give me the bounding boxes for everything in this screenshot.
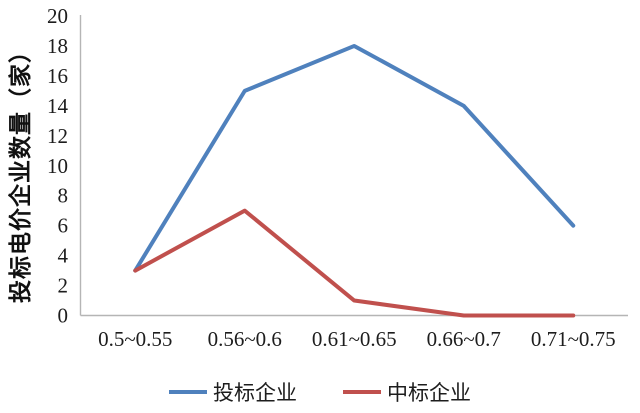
y-tick-label: 10 — [47, 154, 68, 178]
y-tick-label: 16 — [47, 64, 68, 88]
y-axis-title: 投标电价企业数量（家） — [8, 39, 33, 303]
legend-swatch-red-line — [343, 390, 381, 394]
legend-label-winning: 中标企业 — [387, 381, 471, 405]
x-tick-label: 0.61~0.65 — [312, 327, 397, 351]
legend-swatch-blue-line — [169, 390, 207, 394]
y-tick-label: 8 — [58, 184, 69, 208]
series-line-1 — [133, 208, 576, 318]
y-tick-label: 6 — [58, 214, 69, 238]
y-tick-label: 0 — [58, 304, 69, 328]
y-tick-label: 20 — [47, 4, 68, 28]
chart-legend: 投标企业 中标企业 — [0, 377, 640, 407]
y-tick-label: 14 — [47, 94, 69, 118]
y-tick-label: 4 — [58, 244, 69, 268]
x-tick-label: 0.71~0.75 — [531, 327, 616, 351]
legend-item-bidding: 投标企业 — [169, 377, 297, 407]
legend-item-winning: 中标企业 — [343, 377, 471, 407]
line-chart: 0 2 4 6 8 10 12 14 16 18 20 0.5~0.55 0.56~0.6 0.61~0.… — [47, 4, 628, 351]
y-tick-label: 2 — [58, 274, 69, 298]
x-tick-label: 0.56~0.6 — [208, 327, 282, 351]
series-line-0 — [133, 43, 576, 273]
legend-label-bidding: 投标企业 — [213, 381, 297, 405]
y-tick-label: 12 — [47, 124, 68, 148]
x-tick-label: 0.66~0.7 — [427, 327, 501, 351]
x-tick-label: 0.5~0.55 — [98, 327, 172, 351]
y-tick-label: 18 — [47, 34, 68, 58]
